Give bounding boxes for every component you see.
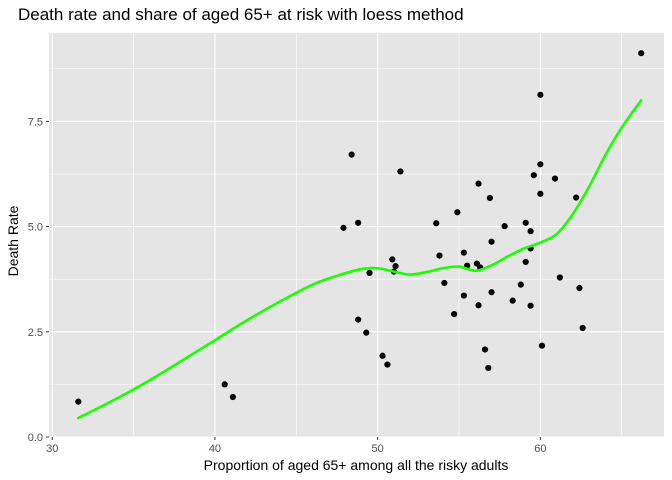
x-axis-title: Proportion of aged 65+ among all the ris… [204, 457, 509, 473]
data-point [363, 329, 370, 336]
data-point [460, 249, 467, 256]
data-point [576, 284, 583, 292]
data-point [638, 50, 645, 57]
data-point [454, 209, 461, 216]
data-point [397, 168, 404, 175]
data-points [75, 50, 645, 405]
data-point [475, 180, 482, 187]
x-tick-label: 40 [209, 443, 221, 455]
major-gridlines [49, 33, 664, 438]
data-point [522, 219, 529, 226]
minor-gridlines [49, 33, 664, 437]
data-point [488, 289, 495, 296]
data-point [229, 393, 236, 401]
data-point [451, 311, 458, 318]
data-point [530, 172, 537, 179]
data-point [340, 224, 347, 231]
data-point [481, 346, 489, 353]
data-point [485, 364, 492, 372]
data-point [579, 324, 586, 332]
data-point [384, 361, 391, 368]
y-axis-title: Death Rate [5, 205, 21, 276]
loess-smooth-line [76, 99, 643, 420]
data-point [527, 228, 534, 235]
data-point [460, 292, 467, 299]
x-tick-label: 30 [46, 443, 58, 455]
data-point [475, 302, 482, 309]
data-point [537, 190, 544, 197]
plot-panel [49, 33, 664, 437]
data-point [441, 279, 448, 287]
y-axis: 0.0 2.5 5.0 7.5 [28, 116, 49, 444]
data-point [556, 274, 563, 281]
data-point [573, 194, 580, 201]
chart-title: Death rate and share of aged 65+ at risk… [18, 5, 464, 24]
data-point [522, 258, 529, 266]
data-point [517, 281, 524, 288]
x-tick-label: 50 [372, 443, 384, 455]
data-point [537, 91, 544, 98]
data-point [486, 194, 494, 202]
x-axis: 30 40 50 60 [46, 437, 546, 455]
data-point [509, 297, 516, 304]
y-tick-label: 0.0 [28, 432, 43, 444]
data-point [527, 302, 534, 309]
data-point [75, 398, 82, 405]
y-tick-label: 7.5 [28, 116, 43, 128]
y-tick-label: 5.0 [28, 222, 43, 234]
x-tick-label: 60 [534, 443, 546, 455]
data-point [392, 263, 399, 270]
data-point [355, 219, 362, 226]
data-point [537, 161, 544, 168]
data-point [538, 342, 546, 349]
data-point [355, 316, 362, 323]
data-point [501, 223, 508, 230]
data-point [379, 352, 386, 359]
data-point [366, 269, 373, 276]
y-tick-label: 2.5 [28, 327, 43, 339]
data-point [488, 238, 495, 245]
data-point [348, 151, 355, 158]
data-point [436, 252, 443, 259]
data-point [221, 381, 228, 388]
data-point [551, 175, 559, 182]
data-point [389, 256, 396, 263]
data-point [433, 220, 440, 227]
